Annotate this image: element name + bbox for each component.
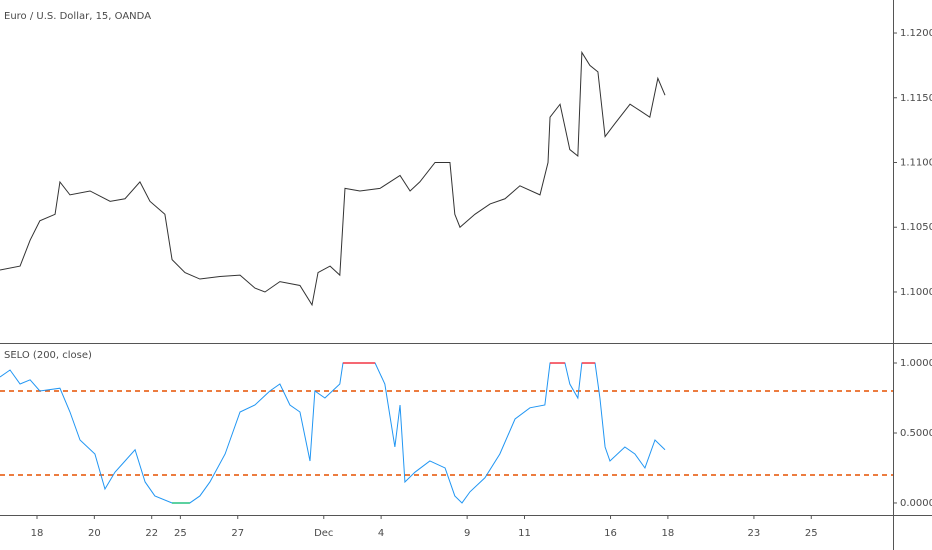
data-line bbox=[0, 50, 666, 307]
x-tick-label: 18 bbox=[31, 528, 44, 539]
indicator-title: SELO (200, close) bbox=[4, 350, 92, 361]
y-tick-label: 1.11500 bbox=[900, 93, 932, 104]
x-tick-label: 25 bbox=[805, 528, 818, 539]
x-tick-label: 18 bbox=[662, 528, 675, 539]
x-tick-label: 20 bbox=[88, 528, 101, 539]
y-tick-label: 1.11000 bbox=[900, 158, 932, 169]
y-tick-label: 0.50000 bbox=[900, 428, 932, 439]
y-tick-label: 1.10000 bbox=[900, 287, 932, 298]
y-tick-label: 1.10500 bbox=[900, 222, 932, 233]
x-tick-label: 23 bbox=[748, 528, 761, 539]
x-tick-label: 9 bbox=[464, 528, 470, 539]
x-tick-label: 16 bbox=[604, 528, 617, 539]
x-tick-label: 27 bbox=[231, 528, 244, 539]
chart-title: Euro / U.S. Dollar, 15, OANDA bbox=[4, 11, 151, 22]
x-tick-label: 22 bbox=[145, 528, 158, 539]
x-tick-label: Dec bbox=[314, 528, 333, 539]
x-tick-label: 4 bbox=[378, 528, 384, 539]
x-tick-label: 25 bbox=[174, 528, 187, 539]
x-tick-label: 11 bbox=[518, 528, 531, 539]
